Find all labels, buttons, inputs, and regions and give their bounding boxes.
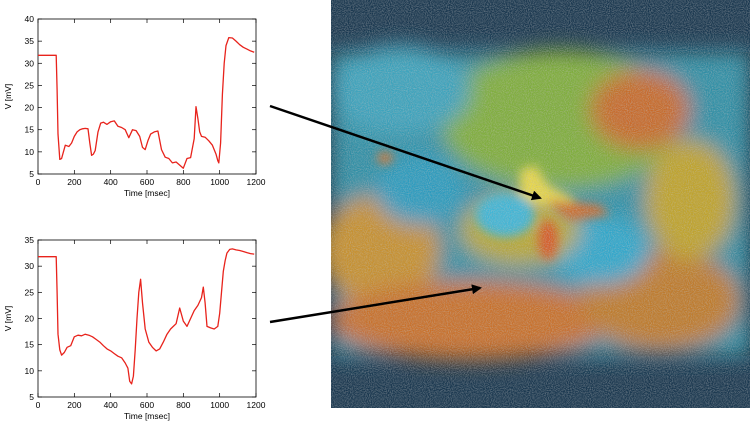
y-tick-label: 10 [25, 147, 35, 157]
x-tick-label: 600 [140, 400, 154, 410]
y-axis-label: V [mV] [3, 306, 13, 332]
y-tick-label: 10 [25, 366, 35, 376]
arrow-top [269, 104, 542, 201]
y-tick-label: 5 [29, 169, 34, 179]
y-tick-label: 30 [25, 58, 35, 68]
x-tick-label: 0 [36, 177, 41, 187]
x-tick-label: 600 [140, 177, 154, 187]
y-axis-label: V [mV] [3, 84, 13, 110]
x-tick-label: 200 [67, 177, 81, 187]
plot-frame [37, 239, 257, 398]
voltage-trace-chart-bottom: 0 200 400 600 800 1000 1200 5 10 15 20 25 30 35 Time [… [3, 235, 266, 421]
series-line-0 [38, 36, 255, 169]
x-tick-label: 400 [104, 400, 118, 410]
y-tick-label: 20 [25, 103, 35, 113]
y-tick-label: 20 [25, 314, 35, 324]
y-tick-label: 35 [25, 36, 35, 46]
series-line-0 [38, 248, 255, 385]
x-tick-label: 0 [36, 400, 41, 410]
y-tick-label: 25 [25, 287, 35, 297]
voltage-map-image [331, 0, 750, 408]
y-tick-label: 25 [25, 80, 35, 90]
y-tick-label: 35 [25, 235, 35, 245]
x-tick-label: 1000 [210, 177, 229, 187]
y-tick-label: 40 [25, 14, 35, 24]
x-tick-label: 200 [67, 400, 81, 410]
x-tick-label: 800 [176, 177, 190, 187]
x-axis-label: Time [msec] [124, 188, 170, 198]
x-tick-label: 1000 [210, 400, 229, 410]
x-tick-label: 400 [104, 177, 118, 187]
plot-frame [37, 18, 257, 175]
y-tick-label: 30 [25, 261, 35, 271]
x-tick-label: 800 [176, 400, 190, 410]
y-tick-label: 5 [29, 392, 34, 402]
x-axis-label: Time [msec] [124, 411, 170, 421]
x-tick-label: 1200 [247, 400, 266, 410]
y-tick-label: 15 [25, 340, 35, 350]
voltage-trace-chart-top: 0 200 400 600 800 1000 1200 5 10 15 20 25 30 35 40 Time… [3, 14, 266, 198]
arrow-bottom [269, 284, 482, 324]
y-tick-label: 15 [25, 125, 35, 135]
x-tick-label: 1200 [247, 177, 266, 187]
